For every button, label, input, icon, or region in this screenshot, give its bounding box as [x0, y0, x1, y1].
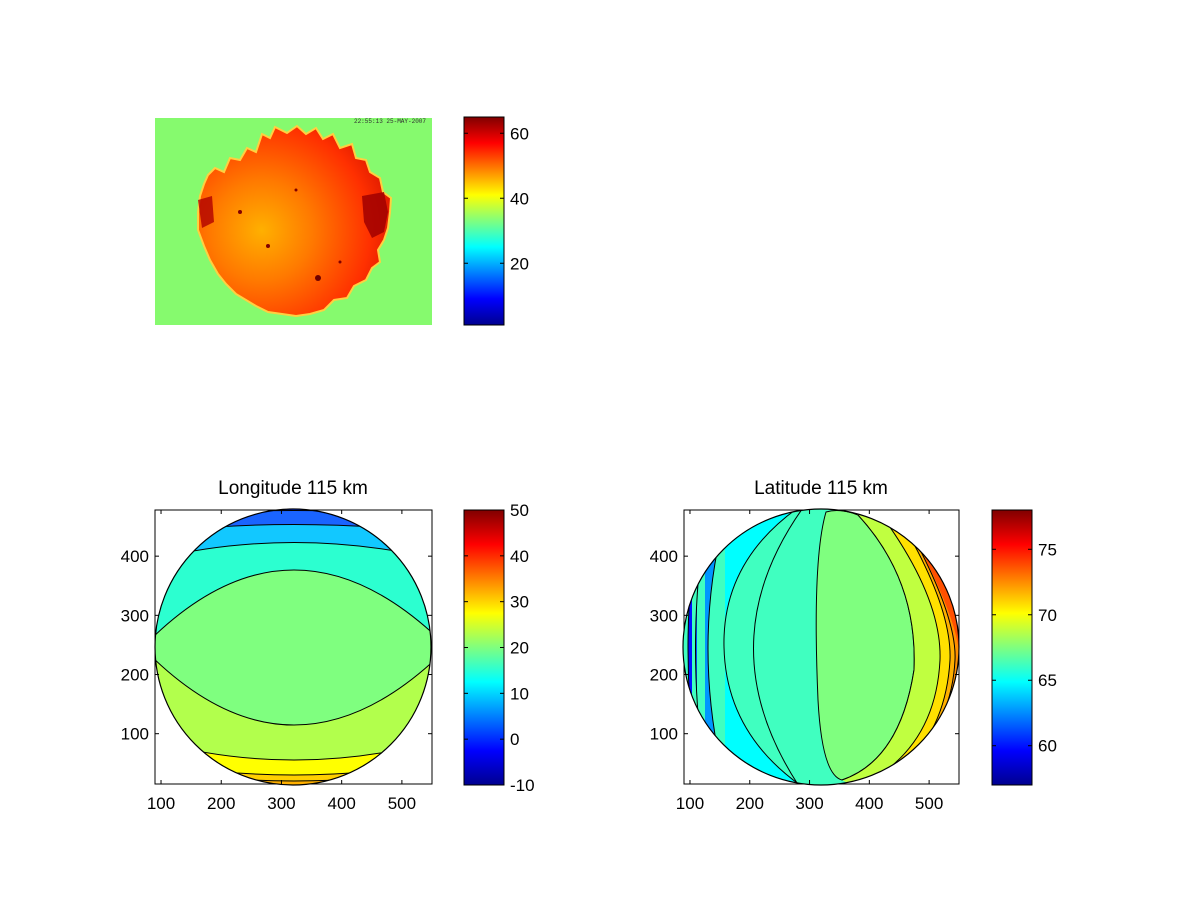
colorbar-tick-label: 0 — [510, 730, 519, 749]
image-panel: 22:55:13 25-MAY-2007 20 40 60 — [155, 116, 529, 326]
spot — [294, 188, 298, 192]
colorbar-gradient — [463, 509, 505, 786]
colorbar-tick-label: 60 — [510, 124, 529, 143]
colorbar-tick-label: 40 — [510, 547, 529, 566]
x-tick-label: 100 — [147, 794, 175, 813]
x-tick-label: 200 — [736, 794, 764, 813]
spot — [238, 210, 242, 214]
x-tick-label: 500 — [388, 794, 416, 813]
latitude-disk-outline — [682, 508, 960, 786]
y-tick-label: 300 — [650, 606, 678, 625]
longitude-ticks: 100 200 300 400 500 100 200 300 400 — [121, 510, 432, 813]
colorbar-tick-label: -10 — [510, 776, 535, 795]
spot — [338, 260, 342, 264]
spot — [266, 244, 270, 248]
y-tick-label: 100 — [121, 725, 149, 744]
y-tick-label: 200 — [650, 666, 678, 685]
y-tick-label: 300 — [121, 606, 149, 625]
colorbar-tick-label: 20 — [510, 254, 529, 273]
x-tick-label: 300 — [267, 794, 295, 813]
spot — [315, 275, 321, 281]
image-timestamp: 22:55:13 25-MAY-2007 — [354, 118, 426, 125]
latitude-ticks: 100 200 300 400 500 100 200 300 400 — [650, 510, 959, 813]
colorbar-tick-label: 75 — [1038, 540, 1057, 559]
colorbar-gradient — [463, 116, 505, 326]
colorbar-longitude: -10 0 10 20 30 40 50 — [463, 501, 535, 795]
x-tick-label: 500 — [915, 794, 943, 813]
x-tick-label: 400 — [327, 794, 355, 813]
colorbar-tick-label: 20 — [510, 639, 529, 658]
colorbar-tick-label: 30 — [510, 593, 529, 612]
y-tick-label: 400 — [121, 547, 149, 566]
dark-region-west — [198, 196, 214, 228]
y-tick-label: 100 — [650, 725, 678, 744]
longitude-disk-outline — [154, 508, 432, 786]
longitude-contours — [155, 509, 431, 785]
colorbar-tick-label: 50 — [510, 501, 529, 520]
colorbar-image: 20 40 60 — [463, 116, 529, 326]
latitude-panel: Latitude 115 km 1 — [650, 478, 1057, 813]
colorbar-gradient — [991, 509, 1033, 786]
colorbar-tick-label: 40 — [510, 189, 529, 208]
x-tick-label: 400 — [855, 794, 883, 813]
longitude-panel: Longitude 115 km — [121, 478, 535, 813]
dark-region — [362, 192, 388, 238]
colorbar-tick-label: 60 — [1038, 737, 1057, 756]
colorbar-latitude: 60 65 70 75 — [991, 509, 1057, 786]
sun-disk-shape — [197, 124, 393, 318]
colorbar-tick-label: 70 — [1038, 606, 1057, 625]
colorbar-tick-label: 65 — [1038, 671, 1057, 690]
x-tick-label: 100 — [676, 794, 704, 813]
y-tick-label: 200 — [121, 666, 149, 685]
x-tick-label: 200 — [207, 794, 235, 813]
y-tick-label: 400 — [650, 547, 678, 566]
sun-disk — [197, 124, 393, 318]
longitude-title: Longitude 115 km — [218, 478, 368, 499]
x-tick-label: 300 — [795, 794, 823, 813]
latitude-title: Latitude 115 km — [754, 478, 888, 499]
colorbar-tick-label: 10 — [510, 684, 529, 703]
